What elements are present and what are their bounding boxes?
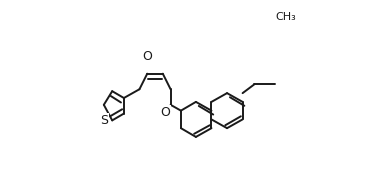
Text: S: S <box>100 114 108 127</box>
Text: O: O <box>160 106 170 119</box>
Text: O: O <box>142 50 152 63</box>
Text: CH₃: CH₃ <box>276 12 296 22</box>
